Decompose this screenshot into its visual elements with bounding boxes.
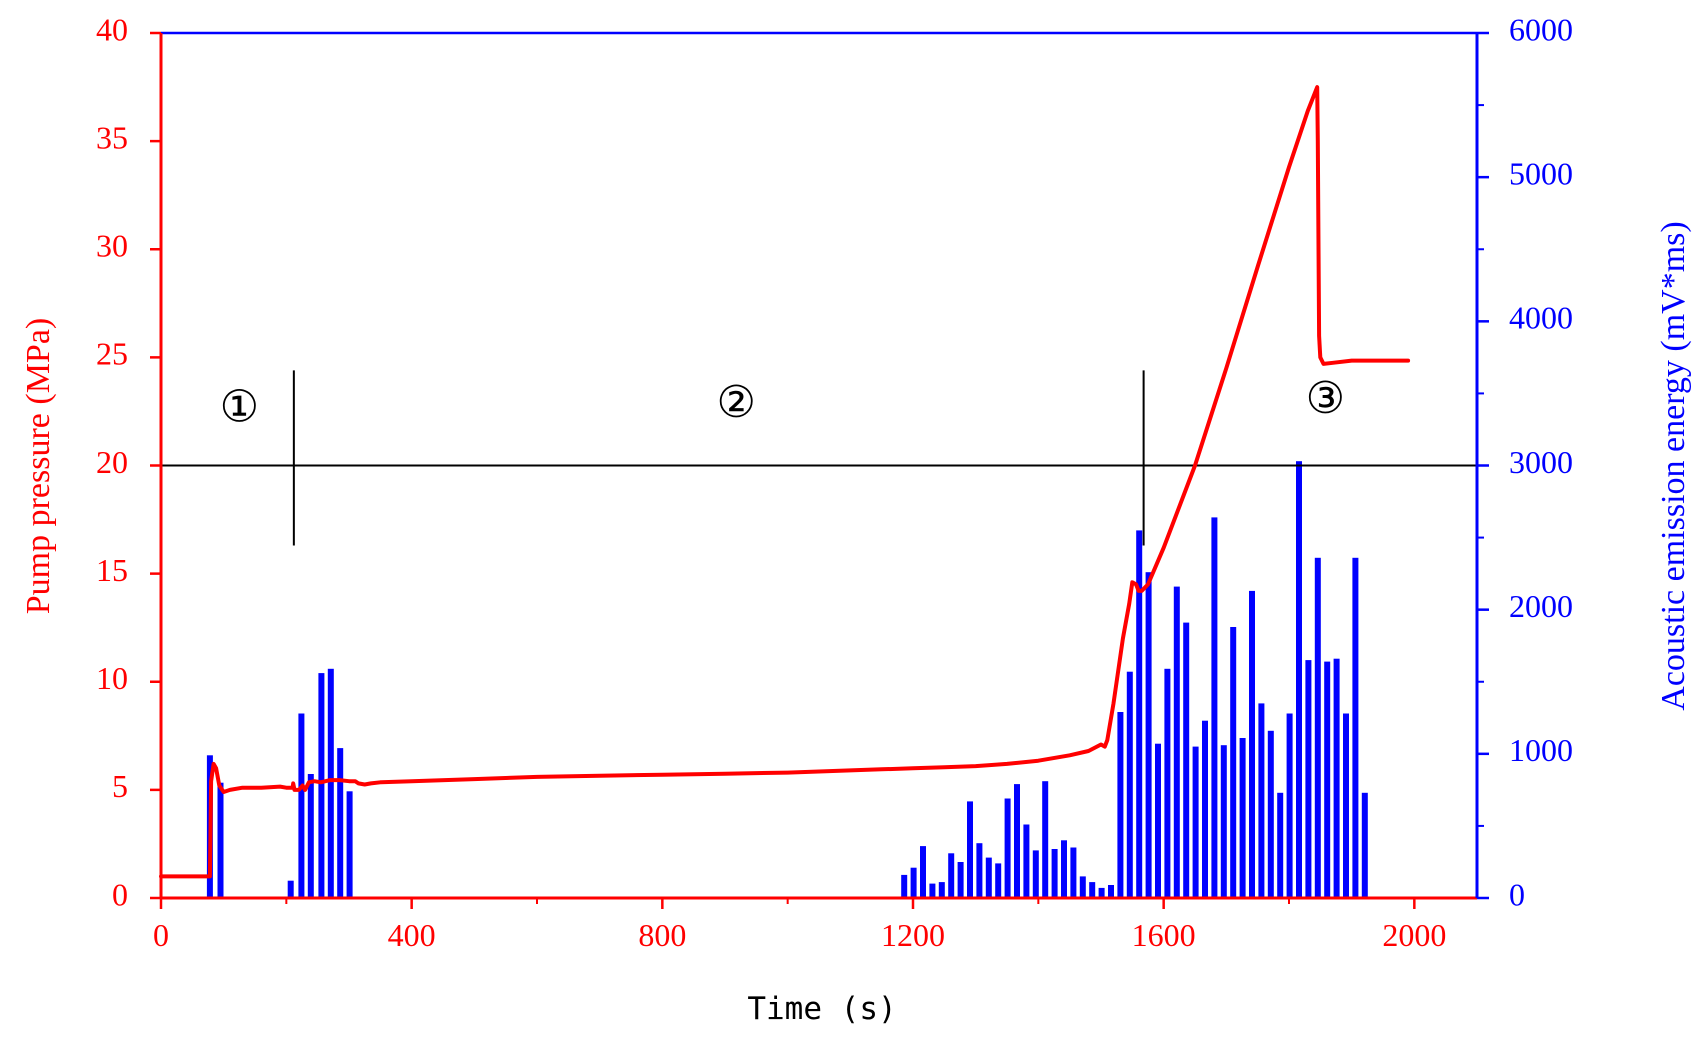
energy-bar bbox=[1220, 745, 1227, 898]
energy-bar bbox=[976, 843, 983, 898]
right-y-axis-ticks: 0 1000 2000 3000 4000 5000 6000 bbox=[1477, 11, 1573, 912]
energy-bar bbox=[1051, 849, 1058, 898]
left-y-tick-label: 40 bbox=[96, 11, 128, 47]
left-y-axis-ticks: 0 5 10 15 20 25 30 35 40 bbox=[96, 11, 161, 912]
energy-bar bbox=[1164, 668, 1171, 898]
energy-bar bbox=[1126, 671, 1133, 898]
energy-bar bbox=[1089, 882, 1096, 898]
pressure-line-layer bbox=[159, 85, 1411, 879]
energy-bar bbox=[1145, 572, 1152, 898]
stage-label: ③ bbox=[1306, 374, 1345, 423]
right-y-tick-label: 2000 bbox=[1509, 588, 1573, 624]
right-y-tick-label: 0 bbox=[1509, 876, 1525, 912]
energy-bar bbox=[1117, 712, 1124, 898]
left-y-tick-label: 15 bbox=[96, 552, 128, 588]
energy-bar bbox=[1333, 658, 1340, 898]
energy-bar bbox=[287, 880, 294, 898]
energy-bar bbox=[929, 883, 936, 898]
energy-bar bbox=[1296, 461, 1302, 898]
left-y-tick-label: 20 bbox=[96, 444, 128, 480]
energy-bar bbox=[1155, 743, 1161, 898]
energy-bar bbox=[957, 862, 964, 898]
energy-bar bbox=[1183, 622, 1190, 898]
energy-bar bbox=[1343, 713, 1349, 898]
energy-bar bbox=[1267, 730, 1274, 898]
energy-bar bbox=[318, 673, 325, 898]
energy-bar bbox=[901, 874, 908, 898]
x-tick-label: 1200 bbox=[881, 917, 945, 953]
energy-bar bbox=[327, 668, 334, 898]
energy-bar bbox=[1079, 876, 1086, 898]
energy-bar bbox=[1258, 703, 1265, 898]
energy-bar bbox=[1352, 557, 1359, 898]
energy-bar bbox=[1014, 784, 1020, 898]
energy-bar bbox=[1173, 586, 1180, 898]
energy-bar bbox=[1070, 847, 1077, 898]
left-y-tick-label: 35 bbox=[96, 119, 128, 155]
energy-bar bbox=[995, 863, 1002, 898]
energy-bar bbox=[910, 867, 917, 898]
stage-annotations: ① ② ③ bbox=[161, 370, 1477, 546]
energy-bar bbox=[1324, 661, 1331, 898]
energy-bar bbox=[1305, 660, 1312, 898]
right-y-tick-label: 6000 bbox=[1509, 11, 1573, 47]
left-y-tick-label: 5 bbox=[112, 768, 128, 804]
energy-bar bbox=[1286, 713, 1293, 898]
right-y-tick-label: 1000 bbox=[1509, 732, 1573, 768]
x-tick-label: 0 bbox=[153, 917, 169, 953]
energy-bar bbox=[346, 791, 353, 898]
left-y-axis-title: Pump pressure (MPa) bbox=[20, 318, 57, 615]
energy-bars bbox=[206, 461, 1368, 898]
pressure-line bbox=[159, 85, 1411, 879]
energy-bar bbox=[967, 801, 973, 898]
energy-bar bbox=[985, 857, 992, 898]
right-y-tick-label: 3000 bbox=[1509, 444, 1573, 480]
energy-bar bbox=[307, 774, 314, 898]
energy-bar bbox=[1239, 738, 1246, 898]
energy-bar bbox=[1032, 850, 1039, 898]
energy-bar bbox=[1004, 798, 1011, 898]
energy-bar bbox=[948, 853, 955, 898]
energy-bar bbox=[1042, 781, 1049, 898]
x-tick-label: 800 bbox=[638, 917, 686, 953]
energy-bar bbox=[337, 748, 344, 898]
energy-bar bbox=[298, 713, 305, 898]
left-y-tick-label: 30 bbox=[96, 228, 128, 264]
energy-bar bbox=[1230, 627, 1237, 898]
energy-bar bbox=[1061, 840, 1067, 898]
left-y-tick-label: 25 bbox=[96, 336, 128, 372]
energy-bar bbox=[217, 782, 224, 898]
x-axis-title: Time (s) bbox=[747, 991, 896, 1027]
energy-bar bbox=[1023, 824, 1030, 898]
energy-bar bbox=[1202, 720, 1208, 898]
energy-bar bbox=[1211, 517, 1218, 898]
energy-bar bbox=[1098, 887, 1105, 898]
right-y-axis-title: Acoustic emission energy (mV*ms) bbox=[1655, 221, 1692, 710]
energy-bar bbox=[1136, 530, 1143, 898]
energy-bar bbox=[1108, 885, 1114, 898]
energy-bar bbox=[1192, 746, 1199, 898]
energy-bar bbox=[1361, 792, 1368, 898]
left-y-tick-label: 0 bbox=[112, 876, 128, 912]
left-y-tick-label: 10 bbox=[96, 660, 128, 696]
stage-label: ② bbox=[717, 378, 756, 427]
x-tick-label: 2000 bbox=[1382, 917, 1446, 953]
x-tick-label: 1600 bbox=[1132, 917, 1196, 953]
energy-bar bbox=[1249, 590, 1255, 898]
right-y-tick-label: 4000 bbox=[1509, 300, 1573, 336]
x-axis-ticks: 0 400 800 1200 1600 2000 bbox=[153, 898, 1446, 953]
energy-bar bbox=[1314, 557, 1321, 898]
energy-bar bbox=[920, 846, 926, 898]
stage-label: ① bbox=[220, 383, 259, 432]
energy-bar bbox=[1277, 792, 1284, 898]
x-tick-label: 400 bbox=[388, 917, 436, 953]
right-y-tick-label: 5000 bbox=[1509, 156, 1573, 192]
energy-bar bbox=[938, 882, 945, 898]
